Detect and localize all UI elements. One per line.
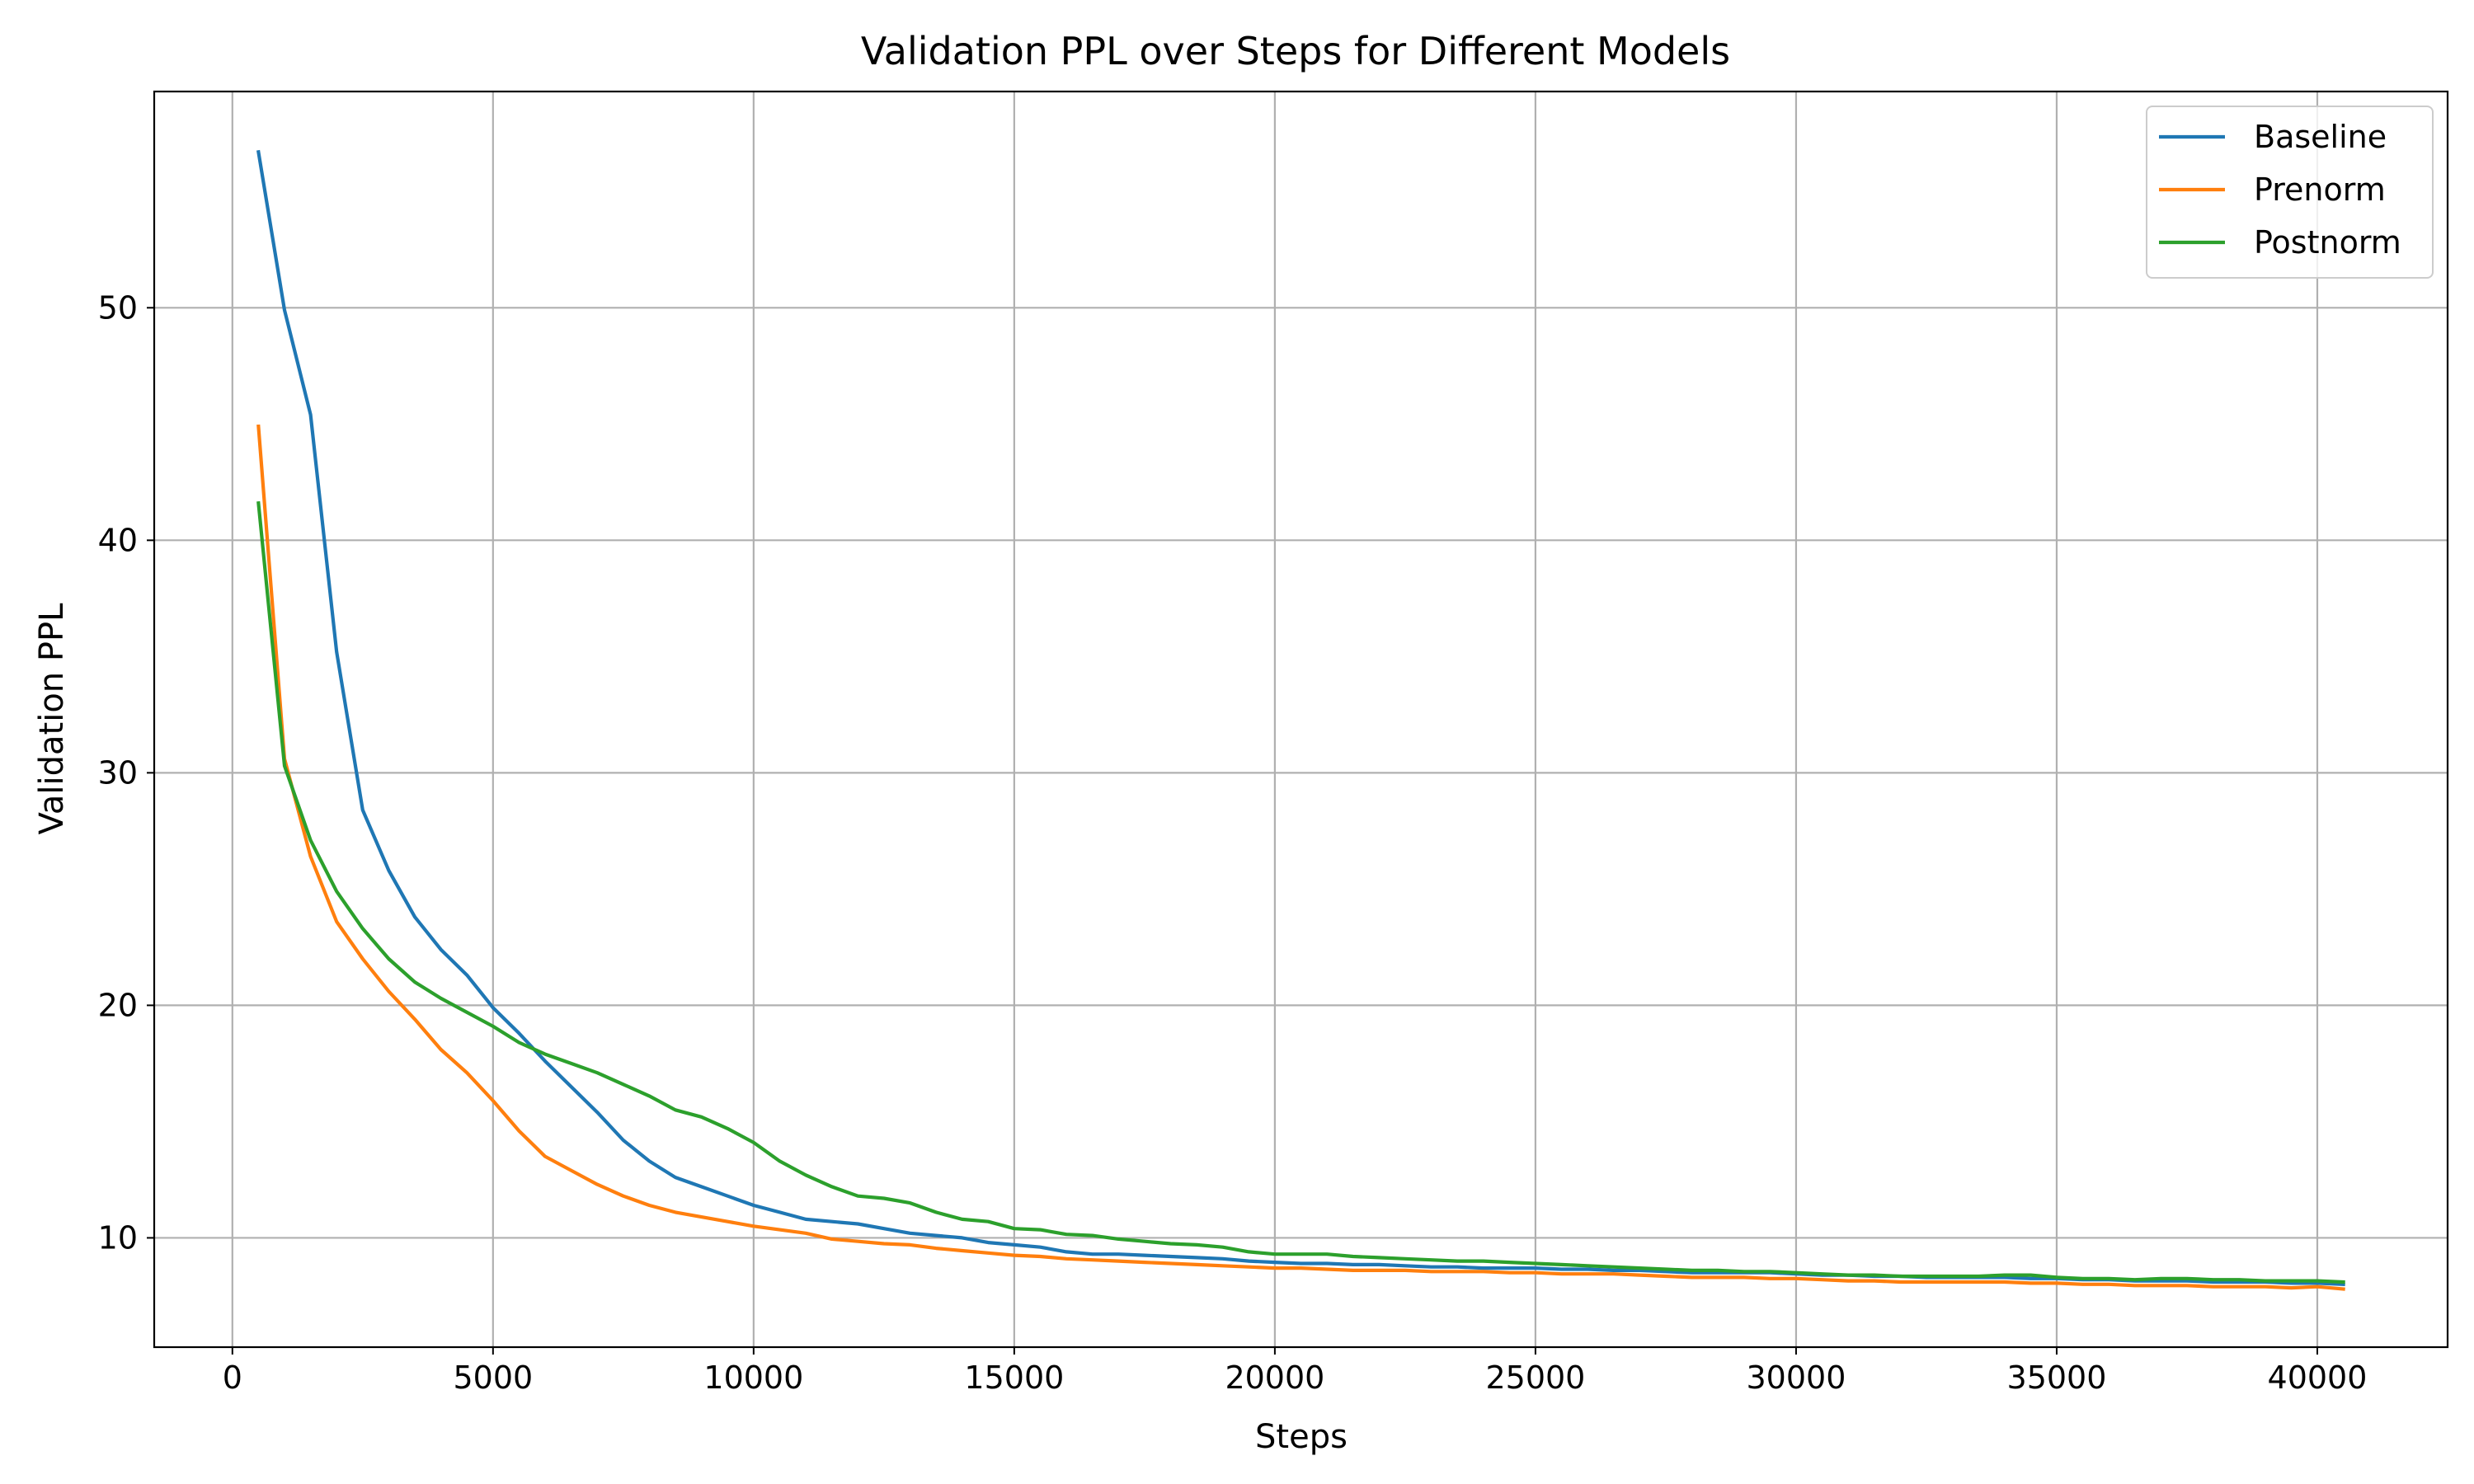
series-line-prenorm [256, 424, 2345, 1291]
legend-label-baseline: Baseline [2254, 119, 2387, 155]
x-tick-label: 0 [223, 1360, 242, 1396]
x-axis-label: Steps [1255, 1418, 1348, 1456]
legend: Baseline Prenorm Postnorm [2146, 106, 2434, 279]
legend-label-prenorm: Prenorm [2254, 171, 2386, 208]
y-tick-label: 50 [98, 289, 138, 326]
y-tick-label: 30 [98, 754, 138, 791]
y-axis-ticks: 10 20 30 40 50 [98, 289, 154, 1256]
legend-label-postnorm: Postnorm [2254, 224, 2401, 261]
x-axis-ticks: 0 5000 10000 15000 20000 25000 30000 35000 40000 [223, 1347, 2368, 1396]
chart-title: Validation PPL over Steps for Different … [861, 29, 1730, 73]
x-tick-label: 15000 [964, 1360, 1064, 1396]
series-line-baseline [256, 149, 2345, 1286]
x-tick-label: 40000 [2268, 1360, 2368, 1396]
x-tick-label: 30000 [1746, 1360, 1846, 1396]
legend-box [2146, 106, 2434, 279]
series-line-postnorm [256, 500, 2345, 1284]
y-tick-label: 10 [98, 1219, 138, 1256]
x-tick-label: 25000 [1485, 1360, 1585, 1396]
y-tick-label: 40 [98, 522, 138, 558]
grid-lines [154, 92, 2448, 1347]
series-lines [256, 149, 2345, 1291]
x-tick-label: 20000 [1225, 1360, 1324, 1396]
x-tick-label: 5000 [453, 1360, 533, 1396]
y-axis-label: Validation PPL [33, 603, 71, 834]
x-tick-label: 35000 [2007, 1360, 2107, 1396]
x-tick-label: 10000 [703, 1360, 803, 1396]
plot-frame [153, 90, 2449, 1349]
y-tick-label: 20 [98, 987, 138, 1023]
